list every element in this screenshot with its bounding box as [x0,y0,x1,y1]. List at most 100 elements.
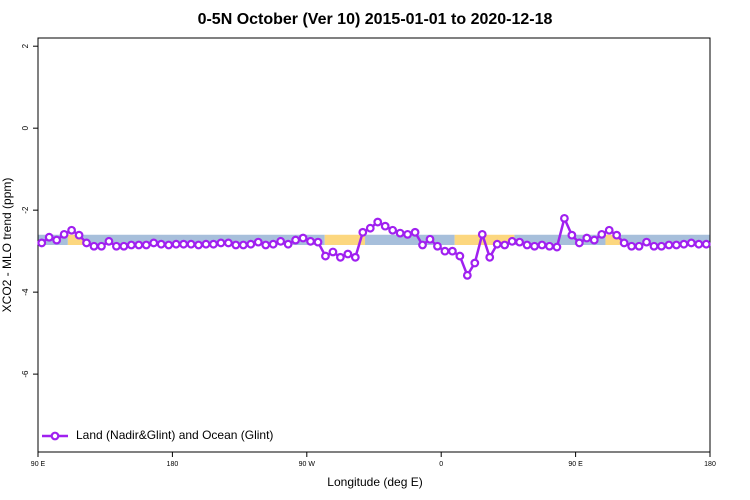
x-tick-label: 0 [439,461,443,468]
data-point [634,241,644,251]
data-point [74,230,84,240]
data-point [343,249,353,259]
data-point [37,238,47,248]
data-point [470,258,480,268]
data-point [500,240,510,250]
legend-marker [50,431,60,441]
data-point [373,217,383,227]
data-point [164,240,174,250]
data-point [679,239,689,249]
data-point [545,241,554,251]
data-point [433,241,442,251]
data-point [82,238,91,248]
data-point [694,239,704,249]
data-point [276,236,286,246]
data-point [619,238,629,248]
x-tick-label: 90 E [31,461,46,468]
data-point [440,246,450,256]
legend-label: Land (Nadir&Glint) and Ocean (Glint) [76,428,273,442]
y-tick-label: -4 [21,288,30,296]
data-point [186,239,196,249]
data-point [358,227,368,237]
data-point [306,236,315,246]
data-point [425,234,435,244]
data-point [664,240,674,250]
data-point [657,241,666,251]
data-point [537,240,547,250]
data-point [672,240,681,250]
band [324,234,366,245]
band [620,234,710,245]
data-point [477,229,487,239]
data-point [59,229,69,239]
band [605,234,621,245]
data-point [395,228,405,238]
data-point [350,252,360,262]
data-point [126,240,136,250]
data-point [574,238,584,248]
data-point [216,238,226,248]
data-point [291,235,301,245]
data-point [268,239,278,249]
data-point [388,225,398,235]
data-point [194,240,203,250]
data-point [261,240,271,250]
data-point [119,241,129,251]
data-point [52,235,62,245]
data-point [485,252,495,262]
data-point [231,240,241,250]
data-point [44,232,54,242]
data-point [380,221,390,231]
data-point [418,240,427,250]
band [67,234,83,245]
data-point [298,233,308,243]
data-point [328,247,338,257]
data-point [403,229,413,239]
data-point [589,235,599,245]
x-tick-label: 90 W [299,461,316,468]
data-point [238,240,248,250]
data-point [552,242,562,252]
x-tick-label: 180 [167,461,179,468]
data-point [560,213,569,223]
data-point [462,270,472,280]
data-point [522,240,532,250]
data-point [67,225,76,235]
data-point [223,238,233,248]
y-axis-label: XCO2 - MLO trend (ppm) [0,178,14,313]
data-point [141,240,151,250]
data-point [410,227,420,237]
y-tick-label: 2 [21,43,30,48]
chart-title: 0-5N October (Ver 10) 2015-01-01 to 2020… [198,11,553,28]
data-point [455,251,465,261]
data-point [321,251,330,261]
data-point [283,239,293,249]
data-point [201,239,211,249]
data-point [604,225,614,235]
x-axis-label: Longitude (deg E) [327,475,422,489]
data-point [567,230,577,240]
y-tick-label: -2 [21,206,30,214]
band [82,234,325,245]
data-point [171,239,181,249]
data-point [149,238,159,248]
data-point [365,223,375,233]
data-point [627,241,636,251]
x-tick-label: 180 [704,461,716,468]
data-point [612,230,622,240]
data-point [701,239,711,249]
data-point [336,252,345,262]
data-point [686,238,696,248]
y-tick-label: 0 [21,125,30,130]
data-point [582,233,592,243]
data-point [89,241,99,251]
data-point [253,237,263,247]
data-point [134,240,144,250]
data-point [448,246,457,256]
data-point [642,237,651,247]
data-point [530,241,539,251]
data-point [492,239,502,249]
data-point [104,236,114,246]
data-point [246,239,256,249]
